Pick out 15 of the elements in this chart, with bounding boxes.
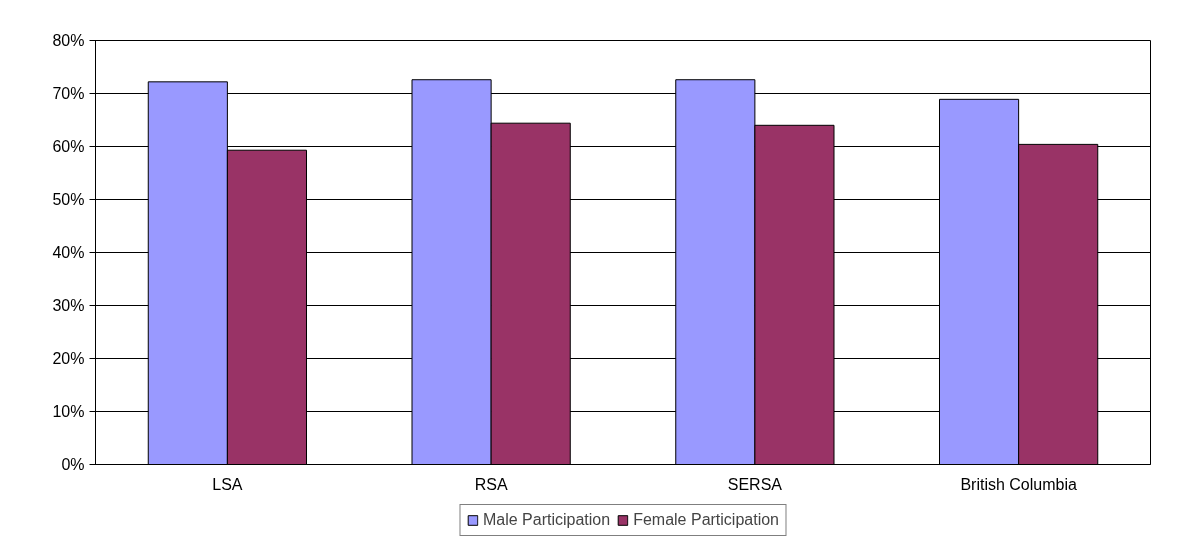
y-tick-label: 40%: [52, 244, 85, 261]
y-tick-label: 30%: [52, 297, 85, 314]
y-tick-label: 0%: [61, 456, 85, 473]
x-tick-label: LSA: [212, 475, 243, 493]
y-tick-label: 10%: [52, 403, 85, 420]
x-tick-label: RSA: [474, 475, 508, 493]
x-tick-label: SERSA: [727, 475, 783, 493]
legend-label: Male Participation: [482, 511, 611, 529]
y-tick-label: 60%: [52, 138, 85, 155]
x-tick-label: British Columbia: [960, 475, 1077, 493]
legend-label: Female Participation: [633, 511, 780, 529]
y-tick-label: 20%: [52, 350, 85, 367]
y-tick-label: 50%: [52, 191, 85, 208]
y-tick-label: 70%: [52, 85, 85, 102]
y-tick-label: 80%: [52, 32, 85, 49]
